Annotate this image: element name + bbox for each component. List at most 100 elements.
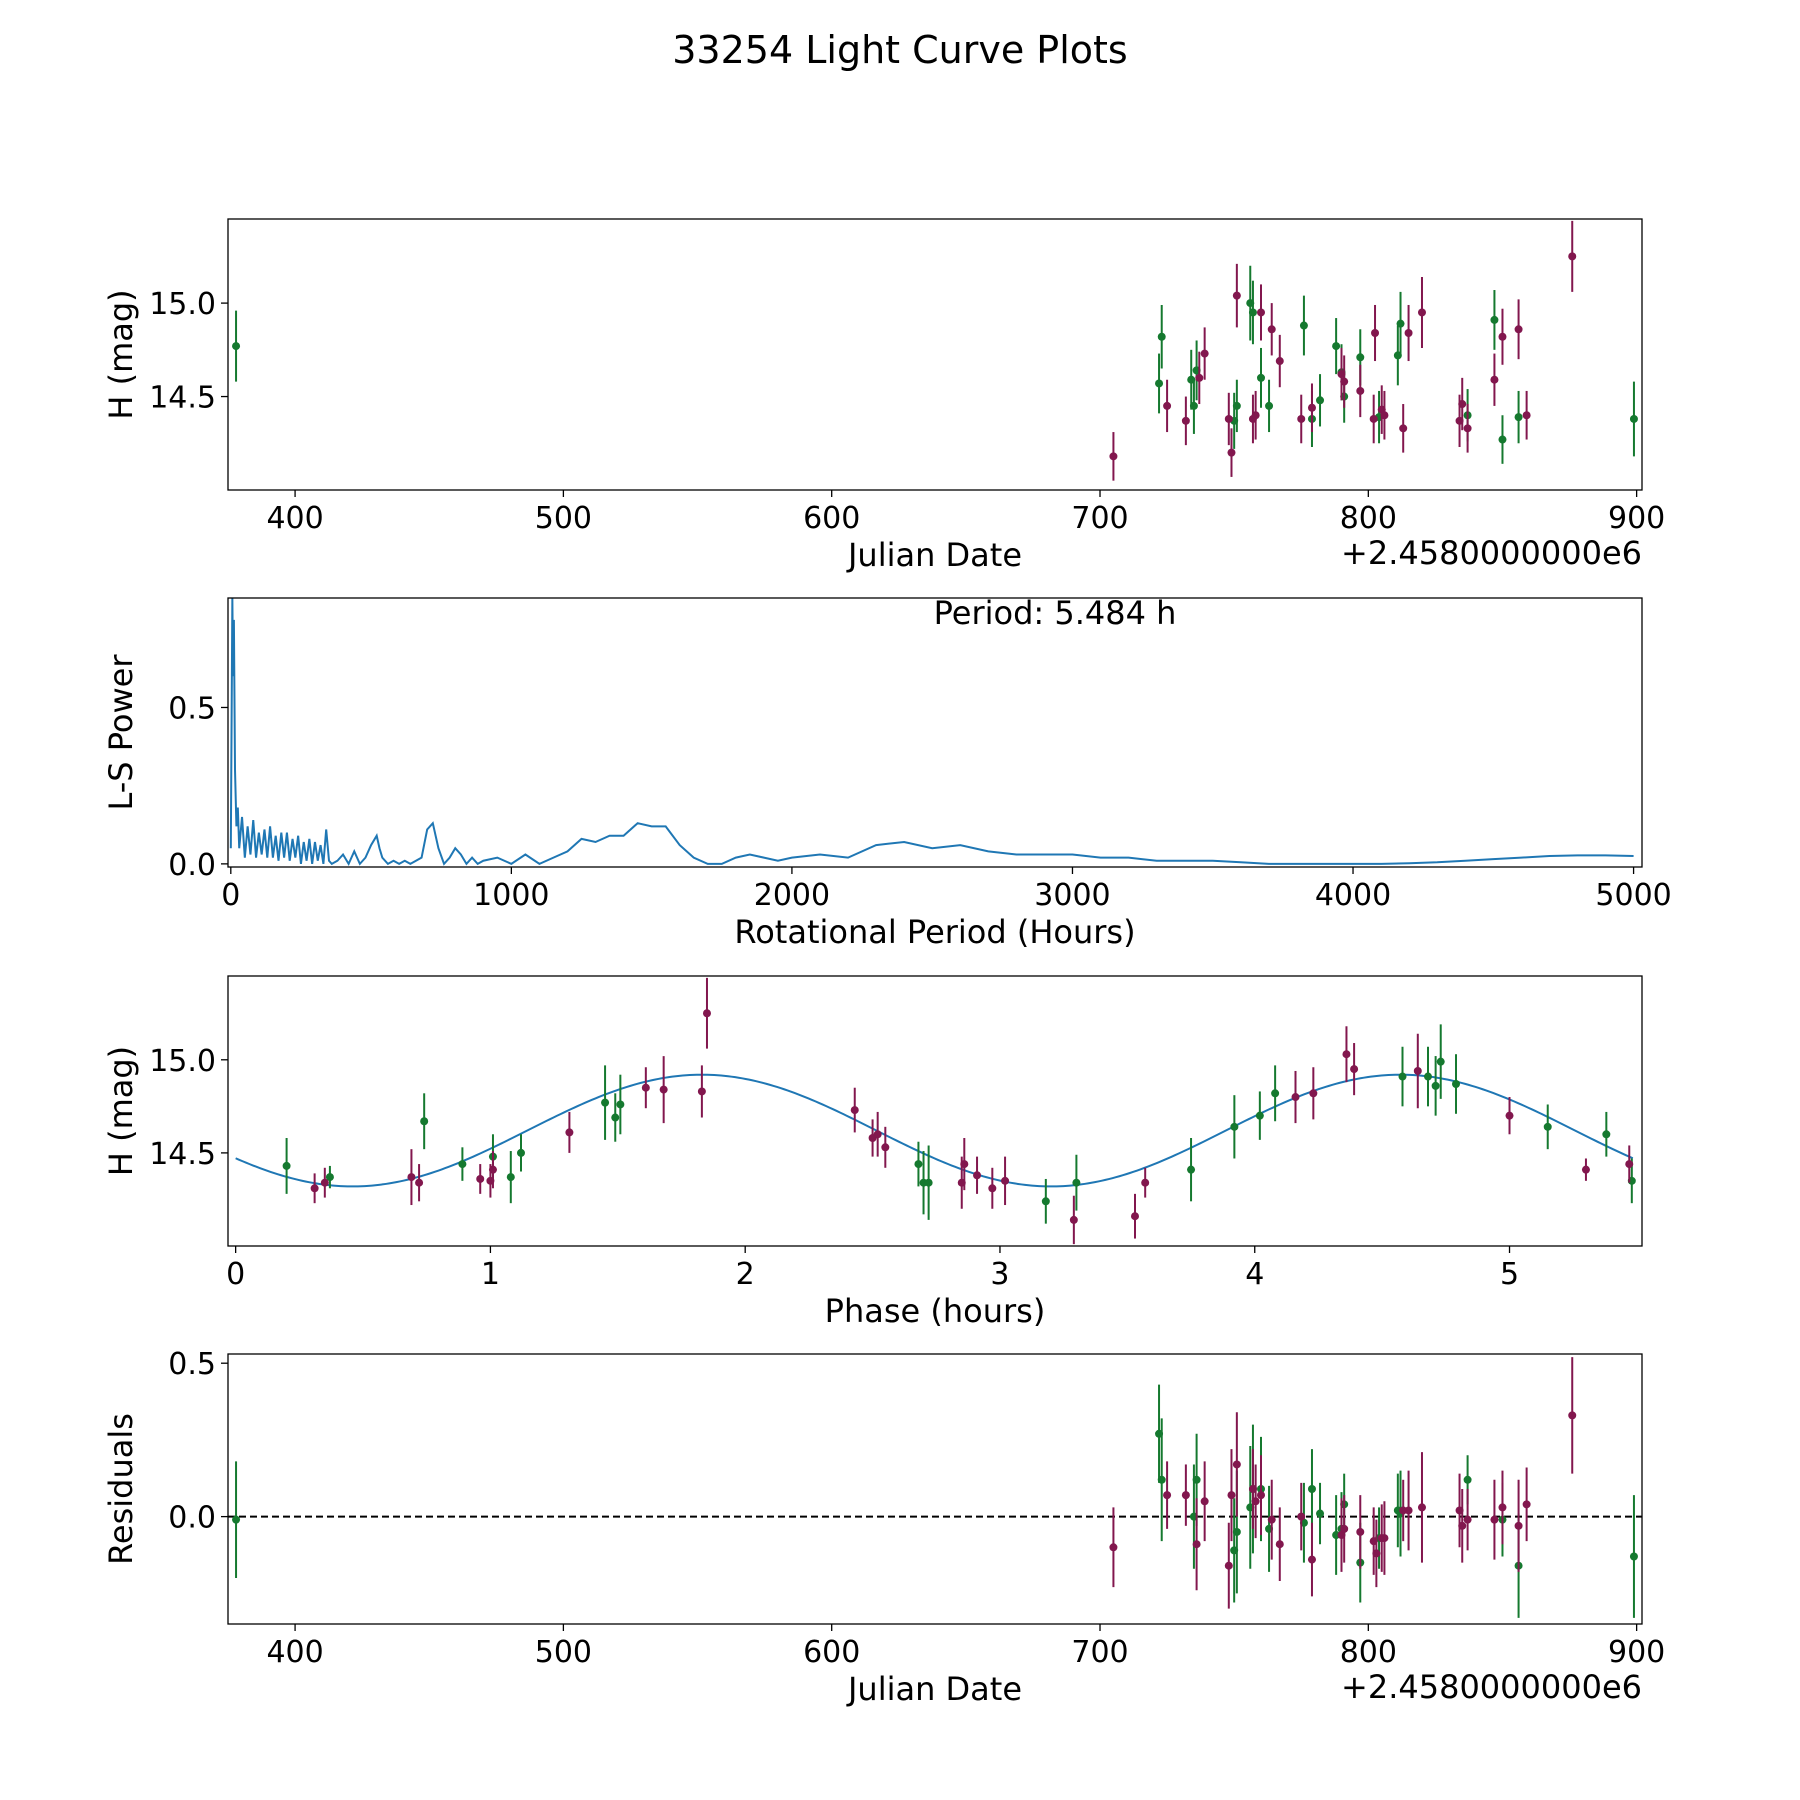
- data-point: [516, 1148, 525, 1157]
- series-green: [232, 265, 1638, 464]
- data-point: [1141, 1178, 1150, 1187]
- x-tick-label: 1: [481, 1257, 500, 1292]
- data-point: [702, 1009, 711, 1018]
- panel-phased: 0 1 2 3 4 5 14.5 15.0 Phase (hours) H (mag): [102, 975, 1643, 1330]
- data-point: [1498, 1503, 1507, 1512]
- data-point: [282, 1161, 291, 1170]
- y-tick-label: 14.5: [149, 381, 216, 416]
- data-point: [873, 1130, 882, 1139]
- data-point: [1232, 291, 1241, 300]
- data-point: [506, 1173, 515, 1182]
- data-point: [1371, 329, 1380, 338]
- x-tick-label: 2: [736, 1257, 755, 1292]
- data-point: [1380, 411, 1389, 420]
- data-point: [1224, 414, 1233, 423]
- data-point: [1232, 1527, 1241, 1536]
- y-tick-label: 0.5: [168, 1347, 216, 1382]
- data-point: [1189, 401, 1198, 410]
- y-tick-label: 0.0: [168, 1501, 216, 1536]
- data-point: [1398, 1072, 1407, 1081]
- data-point: [988, 1184, 997, 1193]
- data-point: [914, 1160, 923, 1169]
- data-point: [1568, 1411, 1577, 1420]
- series-magenta: [310, 977, 1634, 1245]
- data-point: [1423, 1072, 1432, 1081]
- data-point: [1372, 1549, 1381, 1558]
- data-point: [565, 1128, 574, 1137]
- data-point: [476, 1174, 485, 1183]
- data-point: [1291, 1093, 1300, 1102]
- data-point: [1192, 1475, 1201, 1484]
- data-point: [1200, 349, 1209, 358]
- y-tick-label: 15.0: [149, 1044, 216, 1079]
- series-green: [282, 1024, 1636, 1224]
- data-point: [1417, 308, 1426, 317]
- data-point: [1581, 1165, 1590, 1174]
- axes-frame: [227, 975, 1643, 1247]
- data-point: [1369, 414, 1378, 423]
- data-point: [1265, 401, 1274, 410]
- periodogram-line: [229, 598, 1634, 867]
- data-point: [1227, 1491, 1236, 1500]
- data-point: [1275, 1540, 1284, 1549]
- y-tick-label: 14.5: [149, 1137, 216, 1172]
- series-magenta: [1109, 220, 1577, 481]
- x-tick-label: 900: [1608, 1635, 1665, 1670]
- data-point: [1356, 386, 1365, 395]
- data-point: [1399, 424, 1408, 433]
- data-point: [1458, 1521, 1467, 1530]
- data-point: [1522, 411, 1531, 420]
- data-point: [1316, 1509, 1325, 1518]
- data-point: [1498, 435, 1507, 444]
- x-tick-label: 3: [990, 1257, 1009, 1292]
- data-point: [1463, 1475, 1472, 1484]
- data-point: [1490, 1515, 1499, 1524]
- data-point: [641, 1083, 650, 1092]
- data-point: [1251, 411, 1260, 420]
- data-point: [924, 1178, 933, 1187]
- data-point: [1157, 1475, 1166, 1484]
- data-point: [1568, 252, 1577, 261]
- x-tick-label: 800: [1340, 501, 1397, 536]
- x-axis-offset-label: +2.4580000000e6: [1341, 534, 1642, 572]
- data-point: [1436, 1057, 1445, 1066]
- data-point: [232, 1515, 241, 1524]
- data-point: [488, 1165, 497, 1174]
- data-point: [1109, 452, 1118, 461]
- data-point: [1255, 1111, 1264, 1120]
- data-point: [1309, 1089, 1318, 1098]
- data-point: [1251, 1497, 1260, 1506]
- x-tick-label: 500: [535, 1635, 592, 1670]
- data-point: [1505, 1111, 1514, 1120]
- data-point: [1230, 1122, 1239, 1131]
- data-point: [1332, 342, 1341, 351]
- data-point: [1271, 1089, 1280, 1098]
- data-point: [1490, 375, 1499, 384]
- data-point: [1232, 401, 1241, 410]
- data-point: [1001, 1176, 1010, 1185]
- x-tick-label: 700: [1071, 1635, 1128, 1670]
- data-point: [1130, 1212, 1139, 1221]
- data-point: [1629, 414, 1638, 423]
- fit-curve: [235, 1073, 1634, 1188]
- data-point: [1490, 315, 1499, 324]
- data-point: [1256, 308, 1265, 317]
- data-point: [1195, 373, 1204, 382]
- axes-frame: [227, 597, 1643, 868]
- data-point: [616, 1100, 625, 1109]
- y-axis-label: Residuals: [102, 1413, 140, 1565]
- data-point: [1498, 332, 1507, 341]
- panel-light-curve: 400 500 600 700 800 900 14.5 15.0 Julian Date H (…: [102, 218, 1665, 574]
- series-magenta: [1109, 1357, 1577, 1609]
- data-point: [320, 1178, 329, 1187]
- x-tick-label: 0: [221, 878, 240, 913]
- axes-frame: [227, 218, 1643, 491]
- data-point: [325, 1173, 334, 1182]
- data-point: [1404, 329, 1413, 338]
- data-point: [1163, 401, 1172, 410]
- data-point: [1417, 1503, 1426, 1512]
- x-tick-label: 4000: [1315, 878, 1391, 913]
- data-point: [1625, 1160, 1634, 1169]
- panel-residuals: 400 500 600 700 800 900 0.0 0.5 Julian Date Resid…: [102, 1347, 1665, 1708]
- data-point: [1514, 413, 1523, 422]
